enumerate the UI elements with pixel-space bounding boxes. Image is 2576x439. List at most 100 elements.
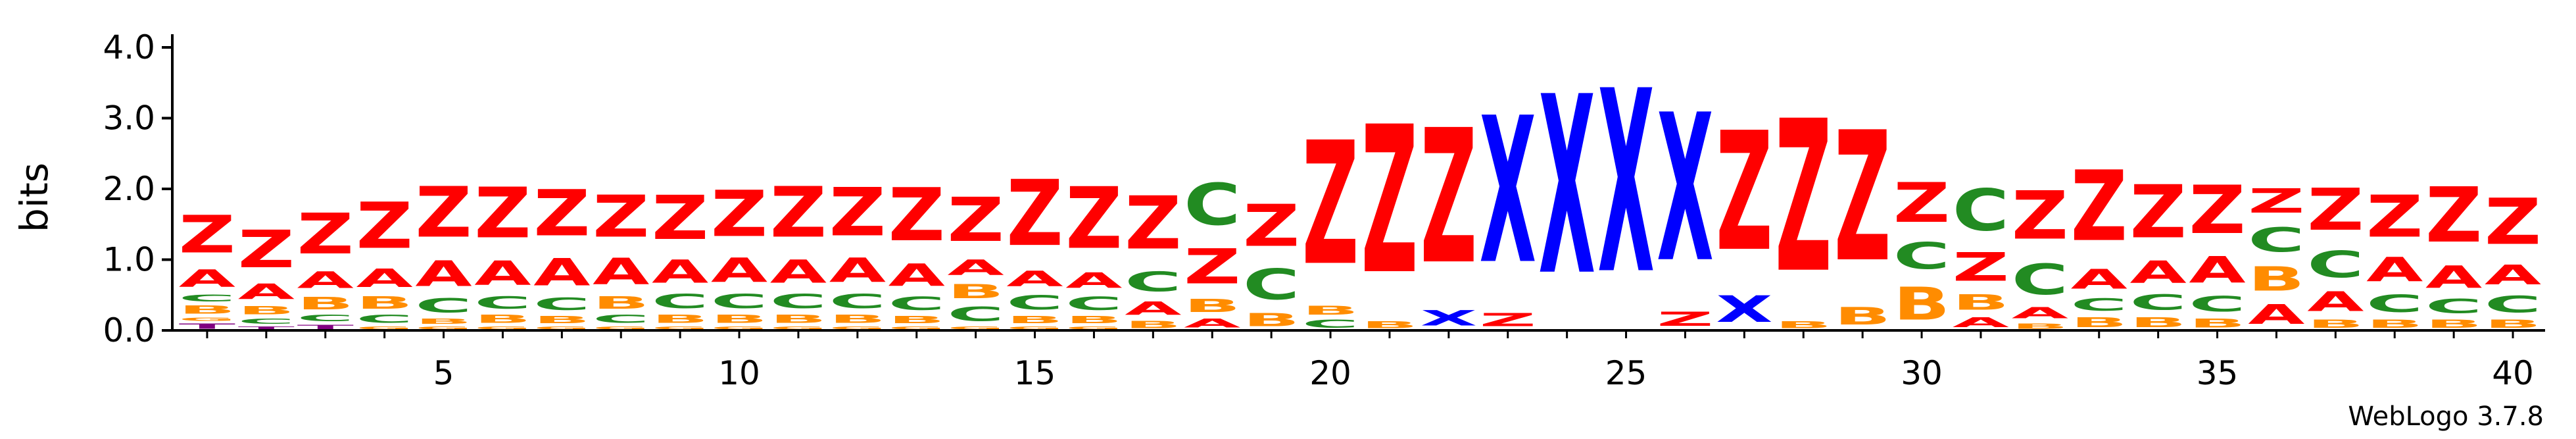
logo-letter-z: Z xyxy=(1893,172,1950,235)
logo-letter-c: C xyxy=(1184,172,1240,238)
logo-letter-c: C xyxy=(2307,244,2364,286)
logo-letter-b: B xyxy=(829,313,886,325)
logo-letter-b: B xyxy=(356,293,412,313)
logo-letter-b: B xyxy=(2248,260,2304,299)
logo-letter-x: X xyxy=(1716,288,1772,330)
logo-letter-b: B xyxy=(2071,315,2127,330)
logo-letter-z: Z xyxy=(947,185,1004,255)
logo-letter-a: A xyxy=(1953,315,2009,330)
logo-letter-c: C xyxy=(829,290,886,313)
logo-letter-z: Z xyxy=(1480,309,1536,330)
logo-letter-c: C xyxy=(415,294,472,317)
logo-letter-b: B xyxy=(1302,303,1359,317)
logo-letter-a: A xyxy=(2485,259,2541,291)
logo-letter-z: Z xyxy=(2248,182,2304,220)
logo-letter-b: B xyxy=(2425,318,2482,330)
logo-letter-b: B xyxy=(2129,315,2186,330)
logo-letter-z: Z xyxy=(1657,308,1713,330)
logo-letter-x: X xyxy=(1421,306,1477,330)
logo-letter-x: X xyxy=(1657,71,1713,307)
logo-letter-z: Z xyxy=(770,172,827,253)
logo-letter-c: C xyxy=(1953,178,2009,244)
logo-letter-z: Z xyxy=(2425,171,2482,260)
logo-letter-c: C xyxy=(356,313,412,325)
logo-letter-c: C xyxy=(2189,292,2245,316)
y-ticks: 0.0 1.0 2.0 3.0 4.0 xyxy=(103,28,172,349)
y-axis-label: bits xyxy=(12,163,57,232)
logo-letter-c: C xyxy=(593,313,649,325)
weblogo-credit: WebLogo 3.7.8 xyxy=(2348,401,2544,432)
logo-letter-g: G xyxy=(1006,325,1063,330)
logo-letter-z: Z xyxy=(2366,183,2423,250)
logo-letter-b: B xyxy=(888,314,945,325)
x-tick-label: 25 xyxy=(1605,354,1647,392)
logo-letter-c: C xyxy=(238,317,295,326)
logo-letter-z: Z xyxy=(888,174,945,258)
logo-letter-c: C xyxy=(2485,291,2541,318)
logo-letter-c: C xyxy=(474,293,531,313)
logo-letter-a: A xyxy=(297,267,354,294)
logo-letter-b: B xyxy=(1184,296,1240,317)
logo-letter-a: A xyxy=(356,263,413,293)
logo-letter-c: C xyxy=(1893,235,1950,277)
logo-letter-z: Z xyxy=(356,189,412,263)
logo-letter-c: C xyxy=(770,290,827,313)
x-tick-label: 35 xyxy=(2197,354,2239,392)
logo-letter-g: G xyxy=(1065,325,1122,330)
logo-letter-a: A xyxy=(888,258,945,293)
logo-letter-b: B xyxy=(652,313,708,325)
y-tick-label: 2.0 xyxy=(103,170,155,208)
logo-letter-z: Z xyxy=(2189,172,2245,249)
logo-letter-c: C xyxy=(2012,255,2068,305)
logo-letter-t: T xyxy=(238,326,295,330)
logo-letter-z: Z xyxy=(1065,170,1122,268)
y-tick-label: 0.0 xyxy=(103,311,155,349)
logo-letter-x: X xyxy=(1480,76,1536,309)
logo-letter-b: B xyxy=(238,304,295,317)
logo-letter-z: Z xyxy=(2012,178,2068,255)
logo-letter-a: A xyxy=(2129,255,2186,290)
logo-letter-g: G xyxy=(415,325,472,330)
logo-letter-c: C xyxy=(1125,266,1181,297)
logo-letter-b: B xyxy=(297,294,354,314)
logo-letter-b: B xyxy=(770,313,827,325)
logo-letter-a: A xyxy=(593,250,649,293)
logo-glyphs: TGBCAZTCBAZTCBAZGCBAZGBCAZGBCAZGBCAZGCBA… xyxy=(179,38,2541,331)
logo-letter-z: Z xyxy=(1184,239,1240,295)
logo-letter-a: A xyxy=(829,251,886,290)
logo-letter-z: Z xyxy=(1006,161,1063,267)
logo-letter-a: A xyxy=(2307,286,2364,317)
logo-letter-z: Z xyxy=(474,173,531,254)
logo-letter-z: Z xyxy=(2307,176,2364,244)
x-tick-label: 20 xyxy=(1309,354,1351,392)
logo-letter-z: Z xyxy=(2071,150,2127,263)
logo-letter-z: Z xyxy=(1361,84,1418,320)
logo-letter-a: A xyxy=(2071,263,2127,295)
logo-letter-z: Z xyxy=(829,174,886,251)
logo-letter-z: Z xyxy=(297,202,354,267)
logo-letter-a: A xyxy=(652,253,708,290)
logo-letter-a: A xyxy=(1006,267,1063,292)
logo-letter-a: A xyxy=(2189,249,2245,292)
x-tick-label: 40 xyxy=(2492,354,2534,392)
logo-letter-z: Z xyxy=(652,183,708,253)
logo-letter-z: Z xyxy=(533,176,590,250)
logo-letter-b: B xyxy=(1361,320,1418,330)
logo-letter-a: A xyxy=(1065,269,1123,293)
logo-letter-z: Z xyxy=(1775,77,1832,319)
logo-letter-c: C xyxy=(711,290,767,313)
logo-letter-b: B xyxy=(2307,318,2364,330)
logo-letter-a: A xyxy=(1184,317,1241,330)
logo-letter-c: C xyxy=(2071,296,2127,315)
logo-letter-g: G xyxy=(652,325,708,330)
logo-letter-z: Z xyxy=(238,220,295,280)
logo-letter-b: B xyxy=(1006,314,1063,325)
logo-letter-c: C xyxy=(947,303,1004,325)
logo-letter-z: Z xyxy=(1243,192,1300,259)
logo-letter-b: B xyxy=(474,313,531,325)
logo-letter-g: G xyxy=(474,325,531,330)
logo-letter-b: B xyxy=(179,303,235,316)
logo-letter-b: B xyxy=(2012,322,2068,330)
logo-letter-b: B xyxy=(1125,319,1181,330)
